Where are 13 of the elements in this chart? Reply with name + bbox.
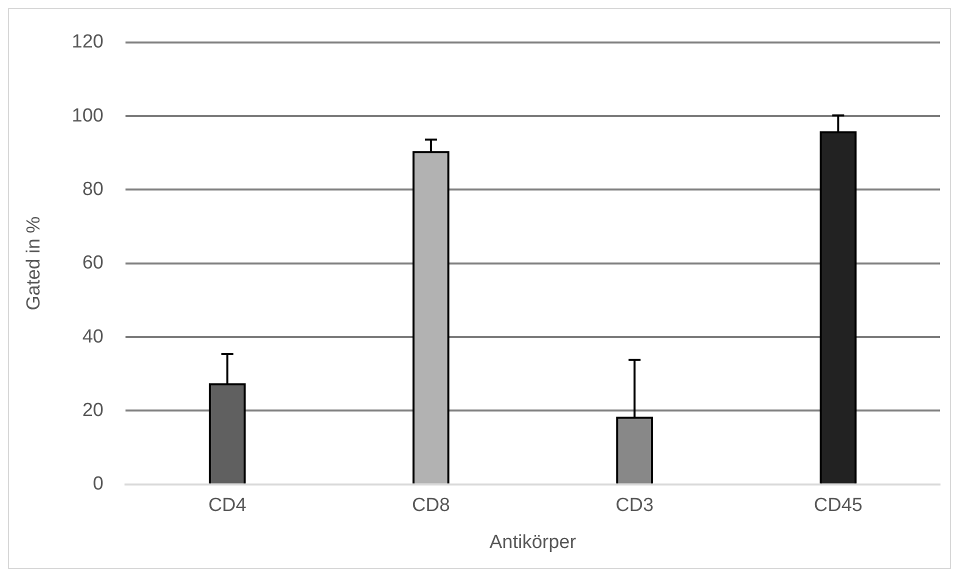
x-axis-title: Antikörper xyxy=(489,532,577,553)
x-tick-label: CD8 xyxy=(412,495,450,516)
y-tick-label: 60 xyxy=(82,252,104,274)
x-tick-label: CD3 xyxy=(616,495,654,516)
y-axis-title: Gated in % xyxy=(24,216,45,310)
x-tick-label: CD4 xyxy=(208,495,247,516)
y-tick-label: 20 xyxy=(82,400,104,421)
y-tick-label: 0 xyxy=(92,474,104,495)
y-tick-label: 120 xyxy=(72,32,104,53)
y-tick-label: 100 xyxy=(72,105,104,126)
x-tick-label: CD45 xyxy=(814,495,862,516)
y-tick-label: 40 xyxy=(82,326,104,348)
y-tick-label: 80 xyxy=(82,178,104,200)
